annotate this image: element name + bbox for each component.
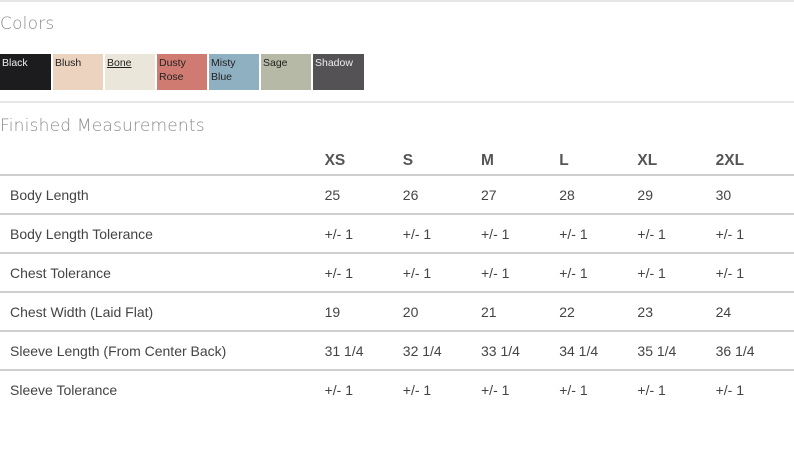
- measurement-cell: +/- 1: [481, 214, 560, 254]
- measurement-cell: +/- 1: [402, 381, 432, 398]
- swatch-label: Blush: [55, 57, 82, 69]
- swatch-label: Black: [2, 57, 28, 69]
- measurement-cell: +/- 1: [715, 381, 745, 398]
- table-row: Sleeve Tolerance +/- 1 +/- 1 +/- 1 +/- 1 +/- …: [0, 370, 794, 408]
- measurement-cell: 30: [715, 175, 794, 215]
- measurement-cell: 23: [637, 292, 716, 332]
- measurement-cell: 33 1/4: [481, 331, 560, 371]
- swatch-dusty-rose[interactable]: Dusty Rose: [157, 54, 207, 90]
- measurement-cell: +/- 1: [402, 214, 481, 254]
- size-header-2xl: 2XL: [715, 142, 794, 176]
- empty-header: [0, 142, 325, 176]
- measurements-heading: Finished Measurements: [0, 116, 205, 136]
- measurement-cell: 26: [402, 175, 481, 215]
- measurement-cell: 28: [559, 175, 638, 215]
- size-header-s: S: [402, 142, 481, 176]
- swatch-sage[interactable]: Sage: [261, 54, 311, 90]
- measurement-cell: +/- 1: [637, 381, 666, 398]
- swatch-label: Bone: [107, 57, 132, 69]
- measurement-cell: +/- 1: [559, 214, 638, 254]
- measurement-cell: 22: [559, 292, 638, 332]
- measurement-cell: 24: [715, 292, 794, 332]
- swatch-label: Misty Blue: [211, 57, 236, 83]
- divider: [0, 101, 794, 103]
- row-label: Body Length: [0, 175, 325, 215]
- row-label: Body Length Tolerance: [0, 214, 325, 254]
- measurement-cell: 36 1/4: [715, 331, 794, 371]
- swatch-misty-blue[interactable]: Misty Blue: [209, 54, 259, 90]
- measurement-cell: +/- 1: [637, 253, 716, 293]
- measurement-cell: +/- 1: [481, 253, 560, 293]
- measurement-cell: +/- 1: [715, 253, 794, 293]
- measurement-cell: +/- 1: [402, 253, 481, 293]
- measurement-cell: 32 1/4: [402, 331, 481, 371]
- measurements-table: XS S M L XL 2XL Body Length 25 26 27 28 29 30 Body L…: [0, 142, 794, 408]
- table-row: Chest Width (Laid Flat) 19 20 21 22 23 24: [0, 292, 794, 332]
- row-label: Chest Width (Laid Flat): [0, 292, 325, 332]
- measurement-cell: +/- 1: [637, 214, 716, 254]
- row-label: Sleeve Tolerance: [10, 381, 118, 398]
- measurement-cell: +/- 1: [715, 214, 794, 254]
- measurement-cell: +/- 1: [324, 214, 403, 254]
- size-header-xs: XS: [324, 142, 403, 176]
- table-row: Chest Tolerance +/- 1 +/- 1 +/- 1 +/- 1 +/- 1…: [0, 253, 794, 293]
- colors-heading: Colors: [0, 14, 55, 34]
- swatch-black[interactable]: Black: [0, 54, 51, 90]
- measurement-cell: 34 1/4: [559, 331, 638, 371]
- size-header-m: M: [481, 142, 560, 176]
- swatch-label: Sage: [263, 57, 288, 69]
- row-label: Chest Tolerance: [0, 253, 325, 293]
- swatch-label: Shadow: [315, 57, 353, 69]
- measurement-cell: 29: [637, 175, 716, 215]
- swatch-blush[interactable]: Blush: [53, 54, 103, 90]
- measurement-cell: 25: [324, 175, 403, 215]
- table-row: Sleeve Length (From Center Back) 31 1/4 32…: [0, 331, 794, 371]
- measurement-cell: 20: [402, 292, 481, 332]
- measurement-cell: +/- 1: [481, 381, 510, 398]
- swatch-label: Dusty Rose: [159, 57, 186, 83]
- size-header-row: XS S M L XL 2XL: [0, 142, 794, 176]
- measurement-cell: 27: [481, 175, 560, 215]
- measurement-cell: 19: [324, 292, 403, 332]
- row-label: Sleeve Length (From Center Back): [0, 331, 325, 371]
- size-header-xl: XL: [637, 142, 716, 176]
- size-header-l: L: [559, 142, 638, 176]
- swatch-shadow[interactable]: Shadow: [313, 54, 364, 90]
- swatch-bone[interactable]: Bone: [105, 54, 155, 90]
- measurement-cell: +/- 1: [559, 253, 638, 293]
- measurement-cell: 21: [481, 292, 560, 332]
- measurement-cell: +/- 1: [324, 253, 403, 293]
- measurement-cell: +/- 1: [324, 381, 353, 398]
- measurement-cell: +/- 1: [559, 381, 588, 398]
- measurement-cell: 35 1/4: [637, 331, 716, 371]
- measurement-cell: 31 1/4: [324, 331, 403, 371]
- table-row: Body Length 25 26 27 28 29 30: [0, 175, 794, 215]
- table-row: Body Length Tolerance +/- 1 +/- 1 +/- 1 +/- …: [0, 214, 794, 254]
- divider: [0, 0, 794, 2]
